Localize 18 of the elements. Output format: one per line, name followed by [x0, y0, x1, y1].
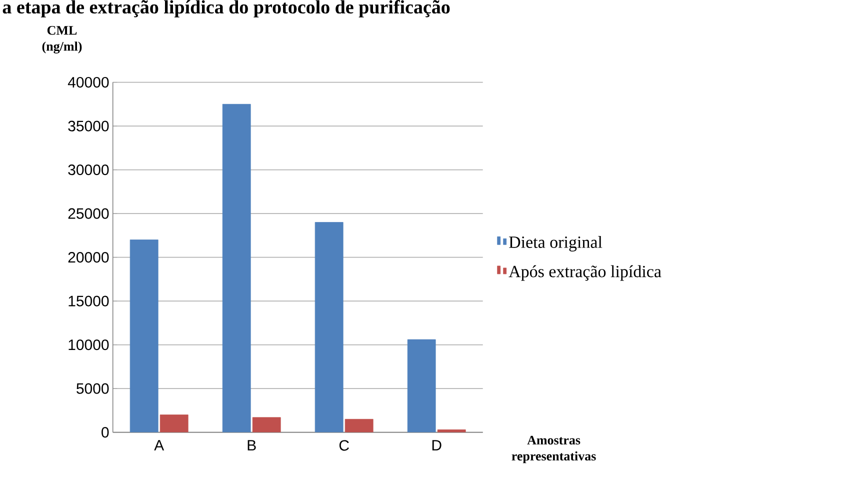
y-tick-label: 15000: [68, 296, 109, 306]
y-tick-label: 5000: [76, 383, 109, 394]
y-tick-label: 30000: [68, 164, 109, 176]
x-tick-label: B: [248, 440, 256, 451]
y-axis-title: CML (ng/ml): [42, 26, 82, 54]
x-tick-label: C: [339, 440, 349, 451]
y-tick-label: 25000: [68, 208, 109, 219]
y-tick-label: 40000: [68, 77, 109, 88]
x-tick-label: A: [154, 440, 164, 451]
y-tick-label: 10000: [68, 340, 109, 350]
chart-title: a etapa de extração lipídica do protocolo de purificação: [2, 0, 450, 18]
y-tick-label: 35000: [68, 120, 109, 132]
legend-label: Após extração lipídica: [508, 265, 662, 281]
y-tick-label: 20000: [68, 252, 109, 263]
legend-label: Dieta original: [509, 236, 602, 252]
x-tick-label: D: [432, 440, 442, 451]
x-axis-title: Amostras representativas: [512, 436, 596, 464]
y-tick-label: 0: [102, 427, 109, 438]
